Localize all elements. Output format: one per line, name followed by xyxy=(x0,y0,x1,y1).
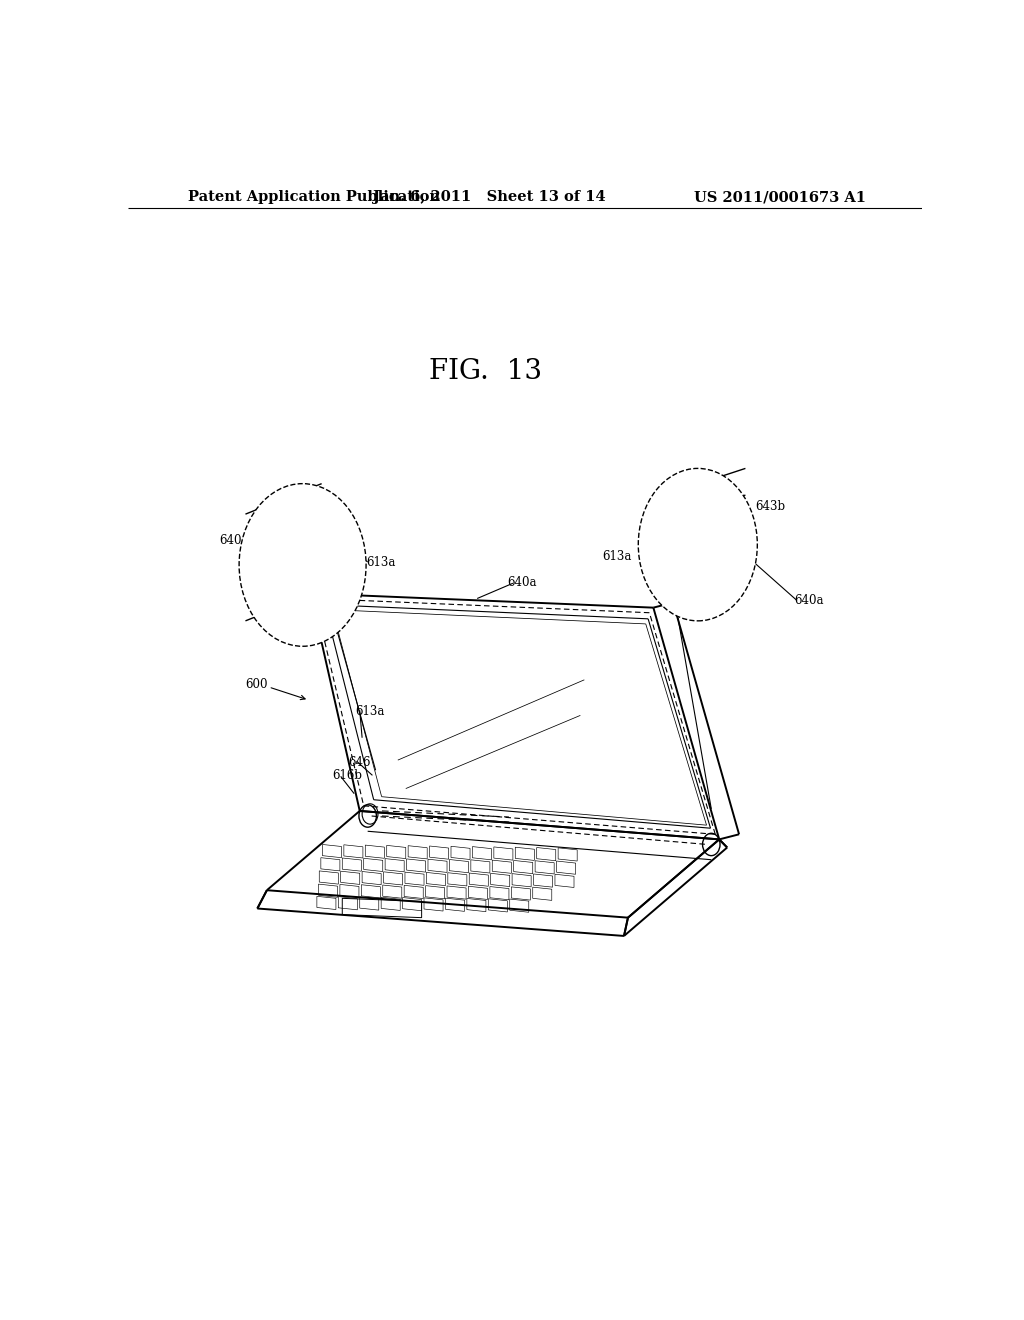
Text: 646: 646 xyxy=(348,755,371,768)
Text: 643a: 643a xyxy=(321,510,350,523)
Text: 613a: 613a xyxy=(355,705,384,718)
Text: 616b: 616b xyxy=(333,768,362,781)
Text: 640a: 640a xyxy=(795,594,824,607)
Text: FIG.  13: FIG. 13 xyxy=(429,358,542,385)
Text: 643b: 643b xyxy=(755,499,785,512)
Text: 640a: 640a xyxy=(507,576,537,589)
Text: Jan. 6, 2011   Sheet 13 of 14: Jan. 6, 2011 Sheet 13 of 14 xyxy=(373,190,605,205)
Text: US 2011/0001673 A1: US 2011/0001673 A1 xyxy=(694,190,866,205)
Text: Patent Application Publication: Patent Application Publication xyxy=(187,190,439,205)
Circle shape xyxy=(239,483,367,647)
Text: 600: 600 xyxy=(246,678,268,692)
Circle shape xyxy=(638,469,758,620)
Text: 613a: 613a xyxy=(367,557,395,569)
Text: 613a: 613a xyxy=(602,550,632,564)
Text: 640a: 640a xyxy=(219,535,249,546)
